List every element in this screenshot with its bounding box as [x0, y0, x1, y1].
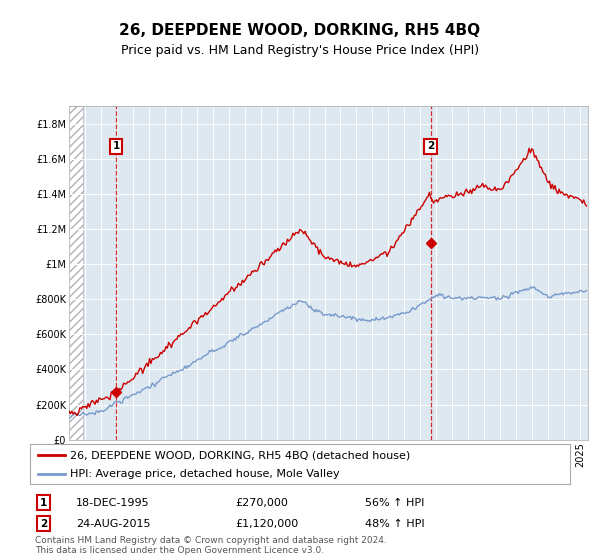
Text: 1: 1 [113, 141, 120, 151]
Text: 26, DEEPDENE WOOD, DORKING, RH5 4BQ (detached house): 26, DEEPDENE WOOD, DORKING, RH5 4BQ (det… [71, 450, 411, 460]
Text: 48% ↑ HPI: 48% ↑ HPI [365, 519, 424, 529]
Text: Contains HM Land Registry data © Crown copyright and database right 2024.
This d: Contains HM Land Registry data © Crown c… [35, 536, 387, 555]
Text: 26, DEEPDENE WOOD, DORKING, RH5 4BQ: 26, DEEPDENE WOOD, DORKING, RH5 4BQ [119, 24, 481, 38]
Text: 1: 1 [40, 498, 47, 507]
Text: HPI: Average price, detached house, Mole Valley: HPI: Average price, detached house, Mole… [71, 469, 340, 479]
Text: 2: 2 [427, 141, 434, 151]
Text: £1,120,000: £1,120,000 [235, 519, 298, 529]
Text: 24-AUG-2015: 24-AUG-2015 [76, 519, 151, 529]
Text: 56% ↑ HPI: 56% ↑ HPI [365, 498, 424, 507]
Text: 2: 2 [40, 519, 47, 529]
Text: £270,000: £270,000 [235, 498, 288, 507]
Text: 18-DEC-1995: 18-DEC-1995 [76, 498, 149, 507]
Text: Price paid vs. HM Land Registry's House Price Index (HPI): Price paid vs. HM Land Registry's House … [121, 44, 479, 57]
